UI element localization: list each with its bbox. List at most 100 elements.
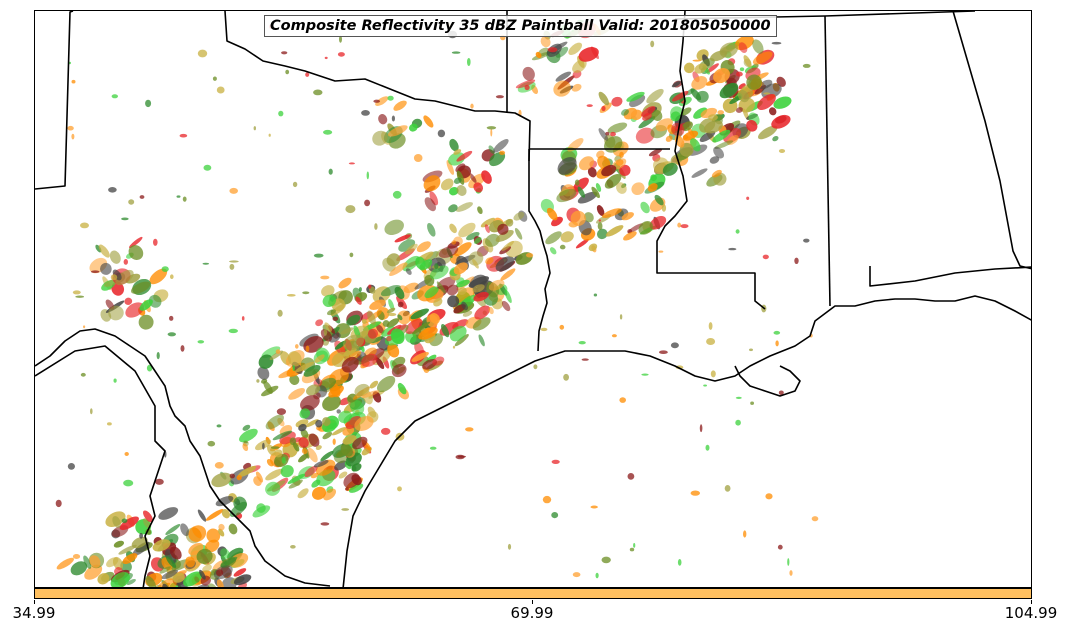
paintball-speck xyxy=(358,287,362,292)
paintball-blob xyxy=(215,495,234,507)
paintball-blob xyxy=(575,238,589,249)
paintball-blob xyxy=(382,257,396,272)
paintball-blob xyxy=(387,343,400,358)
paintball-blob xyxy=(56,557,74,570)
paintball-blob xyxy=(202,564,212,573)
paintball-speck xyxy=(699,424,703,433)
paintball-speck xyxy=(107,422,112,426)
paintball-speck xyxy=(526,252,534,258)
paintball-speck xyxy=(551,459,560,464)
paintball-speck xyxy=(67,463,75,470)
paintball-blob xyxy=(185,556,196,568)
paintball-speck xyxy=(706,338,716,345)
paintball-blob xyxy=(438,245,459,258)
paintball-blob xyxy=(466,231,480,241)
paintball-blob xyxy=(331,427,347,436)
paintball-blob xyxy=(448,152,465,166)
paintball-blob xyxy=(376,375,396,393)
paintball-blob xyxy=(768,107,777,116)
paintball-blob xyxy=(555,71,572,82)
paintball-blob xyxy=(253,476,262,486)
paintball-blob xyxy=(115,571,125,580)
paintball-blob xyxy=(402,255,420,272)
paintball-blob xyxy=(474,305,491,320)
paintball-blob xyxy=(454,334,469,347)
paintball-blob xyxy=(429,265,449,280)
paintball-speck xyxy=(216,424,222,428)
paintball-blob xyxy=(142,518,151,529)
paintball-speck xyxy=(80,222,89,229)
paintball-blob xyxy=(145,575,157,587)
paintball-speck xyxy=(179,133,188,138)
paintball-speck xyxy=(228,328,238,334)
paintball-speck xyxy=(72,554,81,559)
paintball-blob xyxy=(704,120,723,134)
paintball-speck xyxy=(811,516,819,522)
paintball-blob xyxy=(468,251,484,266)
paintball-blob xyxy=(112,516,121,528)
paintball-blob xyxy=(242,424,251,431)
paintball-speck xyxy=(387,95,394,101)
paintball-speck xyxy=(229,260,239,263)
paintball-blob xyxy=(375,96,389,106)
paintball-blob xyxy=(158,507,179,520)
paintball-blob xyxy=(122,553,138,565)
paintball-speck xyxy=(778,390,784,396)
paintball-blob xyxy=(287,351,302,367)
paintball-blob xyxy=(772,135,779,142)
paintball-blob xyxy=(405,243,418,255)
paintball-speck xyxy=(670,342,679,349)
paintball-speck xyxy=(572,572,581,578)
paintball-blob xyxy=(206,528,221,543)
paintball-blob xyxy=(468,276,489,288)
paintball-blob xyxy=(194,576,200,583)
paintball-speck xyxy=(495,95,504,99)
paintball-blob xyxy=(752,39,764,54)
state-border-al-fl xyxy=(869,266,1031,287)
paintball-speck xyxy=(67,125,74,131)
paintball-blob xyxy=(322,417,331,427)
paintball-speck xyxy=(524,84,530,91)
paintball-blob xyxy=(411,321,431,335)
paintball-speck xyxy=(243,441,248,444)
paintball-blob xyxy=(303,364,321,377)
paintball-speck xyxy=(739,67,745,72)
paintball-speck xyxy=(392,190,402,199)
paintball-speck xyxy=(735,229,740,234)
paintball-speck xyxy=(391,115,395,122)
paintball-speck xyxy=(323,328,328,336)
paintball-speck xyxy=(253,126,256,131)
paintball-blob xyxy=(696,90,709,103)
paintball-blob xyxy=(713,146,725,159)
paintball-speck xyxy=(470,103,474,109)
paintball-speck xyxy=(658,250,664,253)
paintball-blob xyxy=(665,135,673,142)
paintball-speck xyxy=(547,47,558,53)
paintball-speck xyxy=(735,396,742,399)
border-mexico-states xyxy=(35,345,166,587)
paintball-blob xyxy=(411,351,429,362)
paintball-speck xyxy=(465,427,474,432)
paintball-speck xyxy=(708,114,718,121)
paintball-speck xyxy=(551,512,559,519)
paintball-blob xyxy=(480,217,495,228)
paintball-blob xyxy=(369,299,386,310)
paintball-blob xyxy=(598,128,609,142)
paintball-blob xyxy=(457,287,467,295)
paintball-speck xyxy=(763,92,771,95)
paintball-blob xyxy=(752,51,773,65)
paintball-blob xyxy=(345,416,362,429)
paintball-blob xyxy=(297,488,309,499)
paintball-speck xyxy=(139,532,143,539)
paintball-speck xyxy=(559,244,566,250)
paintball-blob xyxy=(474,237,482,244)
paintball-blob xyxy=(553,80,571,97)
paintball-speck xyxy=(629,547,635,552)
paintball-blob xyxy=(453,149,462,155)
paintball-blob xyxy=(258,354,274,369)
paintball-blob xyxy=(161,569,178,580)
paintball-speck xyxy=(619,151,624,158)
paintball-blob xyxy=(393,100,407,111)
paintball-speck xyxy=(590,505,598,509)
paintball-blob xyxy=(485,257,494,265)
